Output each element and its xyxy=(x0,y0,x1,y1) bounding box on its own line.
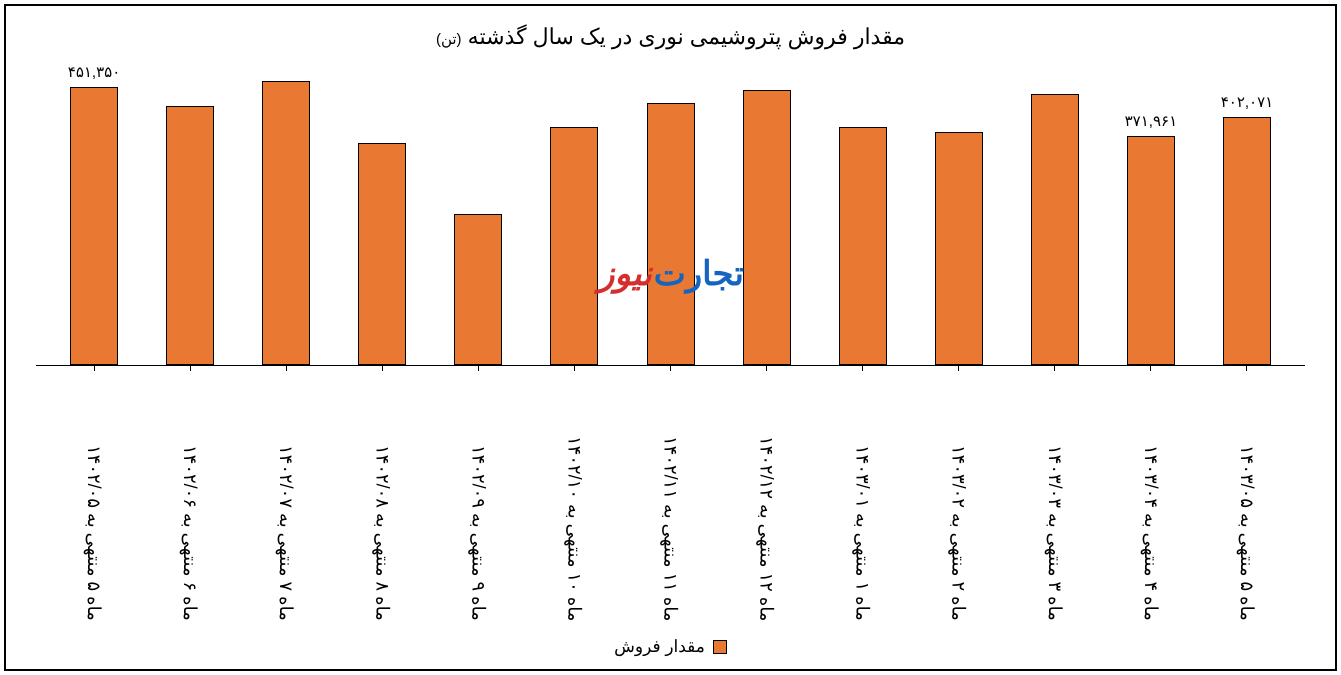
bar-slot xyxy=(911,76,1007,365)
bar xyxy=(70,87,118,365)
bar xyxy=(1223,117,1271,365)
bar-slot xyxy=(526,76,622,365)
legend-swatch xyxy=(713,640,727,654)
xlabel-slot: ماه ۸ منتهی به ۱۴۰۲/۰۸ xyxy=(334,376,430,621)
xlabel-slot: ماه ۶ منتهی به ۱۴۰۲/۰۶ xyxy=(142,376,238,621)
xlabel: ماه ۷ منتهی به ۱۴۰۲/۰۷ xyxy=(275,376,297,621)
bar-value-label: ۴۵۱,۳۵۰ xyxy=(68,63,121,81)
xlabel: ماه ۸ منتهی به ۱۴۰۲/۰۸ xyxy=(371,376,393,621)
xlabel: ماه ۶ منتهی به ۱۴۰۲/۰۶ xyxy=(179,376,201,621)
bar xyxy=(358,143,406,365)
xlabel-slot: ماه ۵ منتهی به ۱۴۰۲/۰۵ xyxy=(46,376,142,621)
xlabel: ماه ۱۱ منتهی به ۱۴۰۲/۱۱ xyxy=(660,376,682,621)
xlabel: ماه ۵ منتهی به ۱۴۰۳/۰۵ xyxy=(1236,376,1258,621)
legend: مقدار فروش xyxy=(6,629,1335,669)
bar-slot xyxy=(1007,76,1103,365)
chart-title: مقدار فروش پتروشیمی نوری در یک سال گذشته… xyxy=(6,6,1335,56)
bar-slot: ۴۵۱,۳۵۰ xyxy=(46,76,142,365)
bar-value-label: ۳۷۱,۹۶۱ xyxy=(1125,112,1178,130)
xlabel-slot: ماه ۱۱ منتهی به ۱۴۰۲/۱۱ xyxy=(622,376,718,621)
x-tick xyxy=(862,365,863,371)
bar xyxy=(1127,136,1175,366)
xlabel-slot: ماه ۹ منتهی به ۱۴۰۲/۰۹ xyxy=(430,376,526,621)
xlabel: ماه ۱ منتهی به ۱۴۰۳/۰۱ xyxy=(852,376,874,621)
legend-label: مقدار فروش xyxy=(614,637,705,657)
bar-slot: ۴۰۲,۰۷۱ xyxy=(1199,76,1295,365)
xlabel-slot: ماه ۷ منتهی به ۱۴۰۲/۰۷ xyxy=(238,376,334,621)
bar-slot xyxy=(238,76,334,365)
bar xyxy=(647,103,695,365)
xlabel-slot: ماه ۱ منتهی به ۱۴۰۳/۰۱ xyxy=(815,376,911,621)
x-tick xyxy=(190,365,191,371)
bar xyxy=(454,214,502,365)
bar xyxy=(839,127,887,365)
x-tick xyxy=(94,365,95,371)
xlabels-region: ماه ۵ منتهی به ۱۴۰۲/۰۵ ماه ۶ منتهی به ۱۴۰… xyxy=(36,366,1305,621)
xlabel-slot: ماه ۳ منتهی به ۱۴۰۳/۰۳ xyxy=(1007,376,1103,621)
bar-slot xyxy=(815,76,911,365)
bar xyxy=(550,127,598,365)
x-tick xyxy=(670,365,671,371)
x-tick xyxy=(1246,365,1247,371)
xlabel: ماه ۴ منتهی به ۱۴۰۳/۰۴ xyxy=(1140,376,1162,621)
xlabel-slot: ماه ۲ منتهی به ۱۴۰۳/۰۲ xyxy=(911,376,1007,621)
x-tick xyxy=(1150,365,1151,371)
x-tick xyxy=(958,365,959,371)
bar-slot xyxy=(622,76,718,365)
x-tick xyxy=(766,365,767,371)
x-tick xyxy=(1054,365,1055,371)
bar xyxy=(935,132,983,365)
bar-slot xyxy=(430,76,526,365)
bar xyxy=(166,106,214,365)
x-tick xyxy=(286,365,287,371)
bar xyxy=(262,81,310,365)
x-tick xyxy=(574,365,575,371)
xlabel: ماه ۳ منتهی به ۱۴۰۳/۰۳ xyxy=(1044,376,1066,621)
chart-title-unit: (تن) xyxy=(436,31,462,48)
chart-title-main: مقدار فروش پتروشیمی نوری در یک سال گذشته xyxy=(468,24,905,49)
bar-slot xyxy=(142,76,238,365)
xlabel: ماه ۵ منتهی به ۱۴۰۲/۰۵ xyxy=(83,376,105,621)
xlabel-slot: ماه ۱۲ منتهی به ۱۴۰۲/۱۲ xyxy=(719,376,815,621)
xlabel: ماه ۲ منتهی به ۱۴۰۳/۰۲ xyxy=(948,376,970,621)
bar-slot: ۳۷۱,۹۶۱ xyxy=(1103,76,1199,365)
xlabel-slot: ماه ۴ منتهی به ۱۴۰۳/۰۴ xyxy=(1103,376,1199,621)
bar-value-label: ۴۰۲,۰۷۱ xyxy=(1221,93,1274,111)
xlabel-slot: ماه ۵ منتهی به ۱۴۰۳/۰۵ xyxy=(1199,376,1295,621)
bar xyxy=(743,90,791,365)
bar-slot xyxy=(334,76,430,365)
xlabel: ماه ۹ منتهی به ۱۴۰۲/۰۹ xyxy=(467,376,489,621)
plot-area: ۴۵۱,۳۵۰۳۷۱,۹۶۱۴۰۲,۰۷۱ تجارتنیوز ماه ۵ من… xyxy=(36,76,1305,629)
xlabel-slot: ماه ۱۰ منتهی به ۱۴۰۲/۱۰ xyxy=(526,376,622,621)
bar xyxy=(1031,94,1079,365)
bars-region: ۴۵۱,۳۵۰ ۳۷۱,۹۶۱ ۴۰۲,۰۷۱ xyxy=(36,76,1305,366)
chart-container: مقدار فروش پتروشیمی نوری در یک سال گذشته… xyxy=(4,4,1337,671)
x-tick xyxy=(478,365,479,371)
x-tick xyxy=(382,365,383,371)
xlabel: ماه ۱۲ منتهی به ۱۴۰۲/۱۲ xyxy=(756,376,778,621)
bar-slot xyxy=(719,76,815,365)
xlabel: ماه ۱۰ منتهی به ۱۴۰۲/۱۰ xyxy=(563,376,585,621)
